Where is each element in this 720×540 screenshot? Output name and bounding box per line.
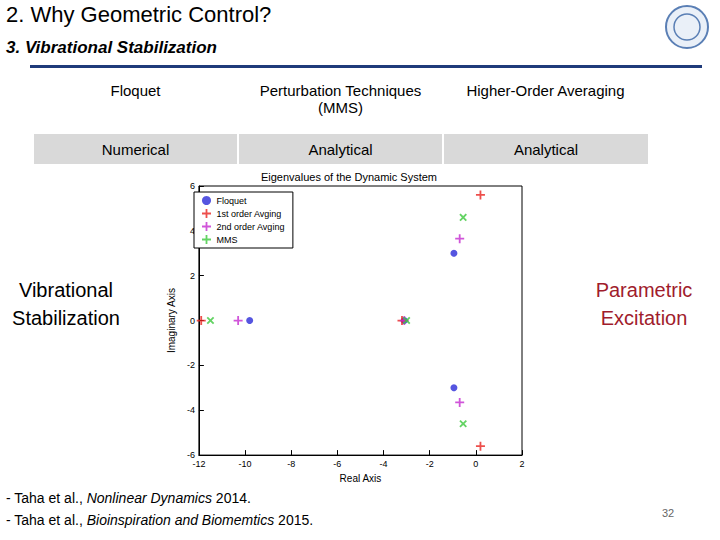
- html-text:32: 32: [662, 507, 675, 519]
- svg-text:-6: -6: [333, 459, 341, 469]
- svg-text:4: 4: [189, 225, 195, 236]
- html-text:- Taha et al., Bioinspiration: - Taha et al., Bioinspiration and Biomem…: [6, 512, 314, 528]
- svg-text:Real Axis: Real Axis: [340, 473, 382, 484]
- svg-text:Imaginary Axis: Imaginary Axis: [166, 288, 177, 353]
- svg-text:-8: -8: [287, 459, 295, 469]
- svg-text:6: 6: [190, 181, 195, 191]
- html-text:Parametric Excitation: Parametric Excitation: [595, 279, 693, 329]
- html-text:Analytical: Analytical: [308, 140, 373, 158]
- svg-text:2nd order Avging: 2nd order Avging: [217, 222, 285, 232]
- html-text:Numerical: Numerical: [101, 140, 170, 158]
- svg-text:-12: -12: [192, 459, 205, 469]
- svg-text:-2: -2: [426, 459, 434, 469]
- html-text:2. Why Geometric Control?: 2. Why Geometric Control?: [6, 2, 272, 27]
- html-text:3. Vibrational Stabilization: 3. Vibrational Stabilization: [6, 38, 217, 57]
- svg-text:2: 2: [519, 459, 524, 469]
- svg-text:Eigenvalues of the Dynamic Sys: Eigenvalues of the Dynamic System: [261, 171, 437, 183]
- svg-text:-10: -10: [239, 459, 252, 469]
- svg-text:MMS: MMS: [217, 235, 238, 245]
- html-text:- Taha et al., Nonlinear Dynam: - Taha et al., Nonlinear Dynamics 2014.: [6, 490, 251, 506]
- svg-text:0: 0: [473, 459, 478, 469]
- html-text:Higher-Order Averaging: Higher-Order Averaging: [466, 82, 625, 99]
- html-text:Vibrational Stabilization: Vibrational Stabilization: [12, 279, 120, 329]
- svg-text:2: 2: [190, 271, 195, 281]
- html-text:Floquet: Floquet: [110, 82, 161, 99]
- svg-text:Floquet: Floquet: [217, 196, 248, 206]
- svg-text:-4: -4: [187, 405, 195, 415]
- svg-text:-4: -4: [380, 459, 388, 469]
- html-text:Analytical: Analytical: [513, 140, 579, 158]
- svg-text:-6: -6: [186, 450, 195, 461]
- svg-text:0: 0: [190, 316, 195, 326]
- svg-text:1st order Avging: 1st order Avging: [217, 209, 282, 219]
- html-text:Perturbation Techniques (MMS): Perturbation Techniques (MMS): [259, 82, 422, 116]
- svg-text:-2: -2: [187, 360, 195, 370]
